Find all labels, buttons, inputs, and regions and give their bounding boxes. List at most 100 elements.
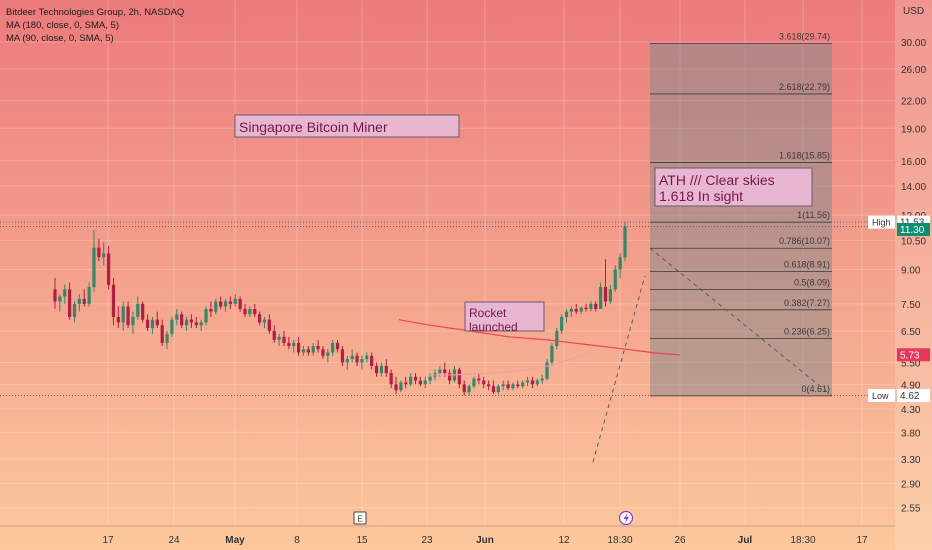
candle-body (189, 319, 194, 323)
candle-body (516, 384, 520, 387)
candle-body (92, 247, 96, 288)
candle-body (555, 330, 559, 347)
candle-body (579, 307, 583, 312)
candle-body (486, 384, 491, 387)
candle-body (530, 380, 535, 385)
candle-body (248, 309, 252, 315)
indicator-ma90[interactable]: MA (90, close, 0, SMA, 5) (6, 33, 114, 44)
y-tick-label: 14.00 (901, 182, 926, 193)
candle-body (233, 298, 237, 304)
y-tick-label: 4.90 (901, 380, 921, 391)
x-tick-label: 17 (856, 535, 868, 546)
x-tick-label: Jul (738, 535, 753, 546)
candle-body (243, 309, 247, 315)
candle-body (170, 319, 174, 334)
candle-body (326, 352, 330, 356)
currency-label: USD (903, 6, 924, 17)
annotation-box (654, 167, 813, 207)
price-tag-label: Low (872, 391, 889, 401)
candle-body (116, 316, 120, 323)
x-tick-label: 23 (421, 535, 433, 546)
candle-body (136, 303, 140, 317)
lightning-event-icon[interactable] (618, 510, 634, 526)
candle-body (126, 306, 130, 326)
annotation-text: Rocket (469, 306, 507, 320)
candle-body (623, 226, 627, 258)
candle-body (111, 284, 116, 317)
price-tag-label-bg (868, 215, 895, 229)
candle-body (150, 319, 155, 329)
price-tag-label-bg (868, 388, 895, 402)
fib-level-label: 0.786(10.07) (779, 236, 830, 246)
ma180-line (398, 319, 681, 356)
candle-body (97, 247, 101, 258)
candle-body (540, 378, 544, 381)
candle-body (618, 257, 622, 270)
earnings-marker-icon[interactable]: E (353, 511, 367, 525)
candle-body (365, 355, 369, 360)
candle-body (399, 382, 403, 391)
candle-body (379, 365, 384, 374)
fib-level-label: 0(4.61) (801, 384, 830, 394)
lightning-event-glyph (623, 513, 629, 524)
candle-body (175, 314, 179, 320)
x-tick-label: 24 (168, 535, 180, 546)
candle-body (301, 349, 306, 353)
fib-level-label: 0.618(8.91) (784, 259, 830, 269)
candle-body (394, 384, 398, 391)
candle-body (102, 253, 106, 258)
candle-body (267, 319, 271, 331)
y-tick-label: 3.80 (901, 428, 921, 439)
symbol-title[interactable]: Bitdeer Technologies Group, 2h, NASDAQ (6, 7, 185, 18)
y-tick-label: 22.00 (901, 97, 926, 108)
price-axis-bg (895, 0, 932, 550)
candle-body (603, 287, 608, 302)
candle-body (374, 365, 379, 374)
candle-body (106, 253, 111, 285)
candle-body (545, 362, 549, 379)
y-tick-label: 26.00 (901, 65, 926, 76)
candle-body (574, 309, 578, 312)
y-tick-label: 19.00 (901, 124, 926, 135)
candle-body (238, 298, 242, 310)
candle-body (448, 373, 452, 381)
x-tick-label: 15 (356, 535, 368, 546)
candle-body (228, 301, 232, 304)
candle-body (321, 349, 325, 356)
candle-body (384, 365, 388, 374)
candle-body (160, 325, 164, 343)
x-tick-label: 26 (674, 535, 686, 546)
price-tag-value: 4.62 (900, 391, 920, 402)
candle-body (331, 342, 335, 353)
candle-body (165, 333, 169, 343)
candle-body (550, 346, 554, 363)
candle-body (68, 289, 72, 317)
x-tick-label: 18:30 (790, 535, 815, 546)
candle-body (316, 346, 320, 350)
price-tag (897, 222, 930, 236)
fib-level-label: 0.382(7.27) (784, 298, 830, 308)
indicator-ma180[interactable]: MA (180, close, 0, SMA, 5) (6, 20, 119, 31)
candle-body (404, 382, 408, 385)
candle-body (584, 307, 588, 310)
candle-body (457, 369, 461, 385)
candle-body (472, 378, 476, 387)
fib-level-label: 1(11.56) (797, 210, 830, 220)
annotation-text: ATH /// Clear skies (659, 172, 775, 188)
earnings-marker-glyph: E (357, 515, 362, 524)
candle-body (184, 319, 189, 326)
annotation-box (234, 114, 460, 138)
projection-line-down (649, 247, 833, 397)
annotation-text: Singapore Bitcoin Miner (239, 119, 388, 135)
annotation-singapore[interactable]: Singapore Bitcoin Miner (234, 114, 460, 138)
annotation-box (464, 301, 545, 332)
candle-body (180, 314, 184, 326)
candle-body (608, 289, 612, 302)
y-tick-label: 30.00 (901, 38, 926, 49)
candle-body (199, 322, 203, 326)
x-tick-label: 18:30 (607, 535, 632, 546)
